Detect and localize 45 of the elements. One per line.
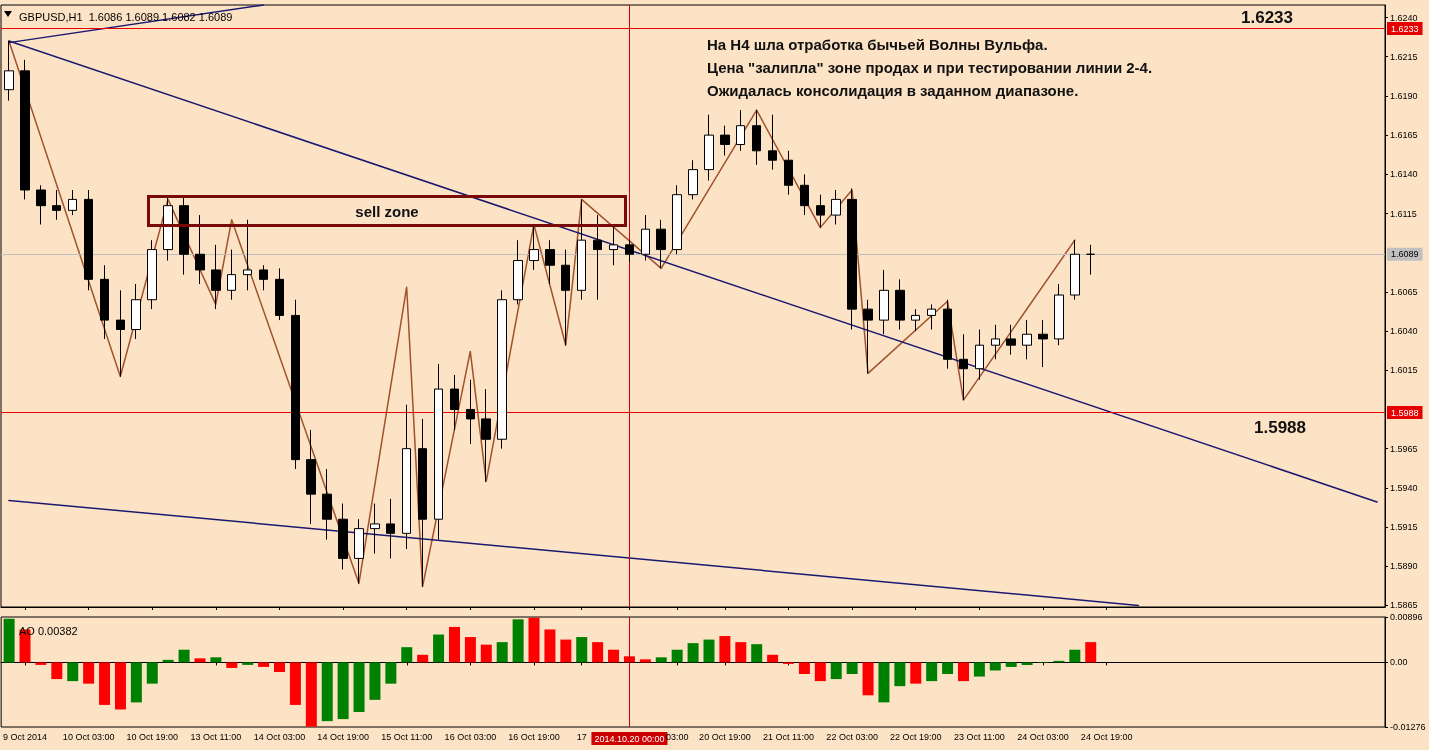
y-tick-label: 1.6115	[1390, 208, 1417, 219]
y-tick-label: 1.5890	[1390, 561, 1418, 572]
x-tick-label: 14 Oct 03:00	[253, 731, 306, 742]
y-tick-label: 1.6140	[1390, 169, 1418, 180]
y-tick-label: 0.00	[1390, 657, 1408, 668]
annotation: Ожидалась консолидация в заданном диапазоне.	[707, 82, 1079, 99]
annotation: Цена "залипла" зоне продах и при тестировании линии 2-4.	[707, 59, 1153, 76]
y-tick-label: 1.6165	[1390, 130, 1418, 141]
y-tick-label: 1.5965	[1390, 443, 1418, 454]
x-tick-label: 10 Oct 03:00	[62, 731, 115, 742]
y-tick-label: 1.5865	[1390, 600, 1418, 611]
annotation: 1.5988	[1254, 417, 1306, 437]
annotation: sell zone	[355, 202, 419, 220]
x-tick-label: 21 Oct 11:00	[763, 731, 814, 742]
y-tick-label: 1.5915	[1390, 522, 1418, 533]
y-tick-label: -0.01276	[1390, 722, 1426, 732]
x-tick-label: 17	[576, 731, 587, 742]
text: AO 0.00382	[19, 624, 78, 637]
y-tick-label: 1.6015	[1390, 365, 1418, 376]
y-tick-label: 0.00896	[1390, 612, 1423, 622]
y-tick-label: 1.6240	[1390, 12, 1418, 23]
x-tick-label: 15 Oct 11:00	[381, 731, 433, 742]
x-tick-label: 24 Oct 03:00	[1017, 731, 1069, 742]
annotation: На H4 шла отработка бычьей Волны Вульфа.	[707, 36, 1048, 53]
y-tick-label: 1.6065	[1390, 286, 1418, 297]
x-tick-label: 9 Oct 2014	[3, 731, 48, 742]
y-tick-label: 1.6040	[1390, 326, 1418, 337]
y-tick-label: 1.5940	[1390, 482, 1418, 493]
x-tick-label: 16 Oct 19:00	[508, 731, 560, 742]
x-tick-label: 10 Oct 19:00	[126, 731, 179, 742]
ref-line-label: 1.6233	[1391, 23, 1419, 34]
x-tick-label: 24 Oct 19:00	[1080, 731, 1133, 742]
y-tick-label: 1.6215	[1390, 51, 1418, 62]
annotation: 1.6233	[1241, 7, 1293, 27]
x-tick-label: 16 Oct 03:00	[444, 731, 497, 742]
ref-line-label: 1.6089	[1391, 249, 1419, 260]
x-tick-label: 14 Oct 19:00	[317, 731, 369, 742]
x-tick-label: 2014.10.20 00:00	[594, 733, 665, 744]
x-tick-label: 22 Oct 19:00	[889, 731, 942, 742]
x-tick-label: 13 Oct 11:00	[190, 731, 242, 742]
x-tick-label: 23 Oct 11:00	[953, 731, 1005, 742]
x-tick-label: 20 Oct 19:00	[699, 731, 751, 742]
x-tick-label: 22 Oct 03:00	[826, 731, 878, 742]
ref-line-label: 1.5988	[1391, 407, 1419, 418]
y-tick-label: 1.6190	[1390, 90, 1418, 101]
